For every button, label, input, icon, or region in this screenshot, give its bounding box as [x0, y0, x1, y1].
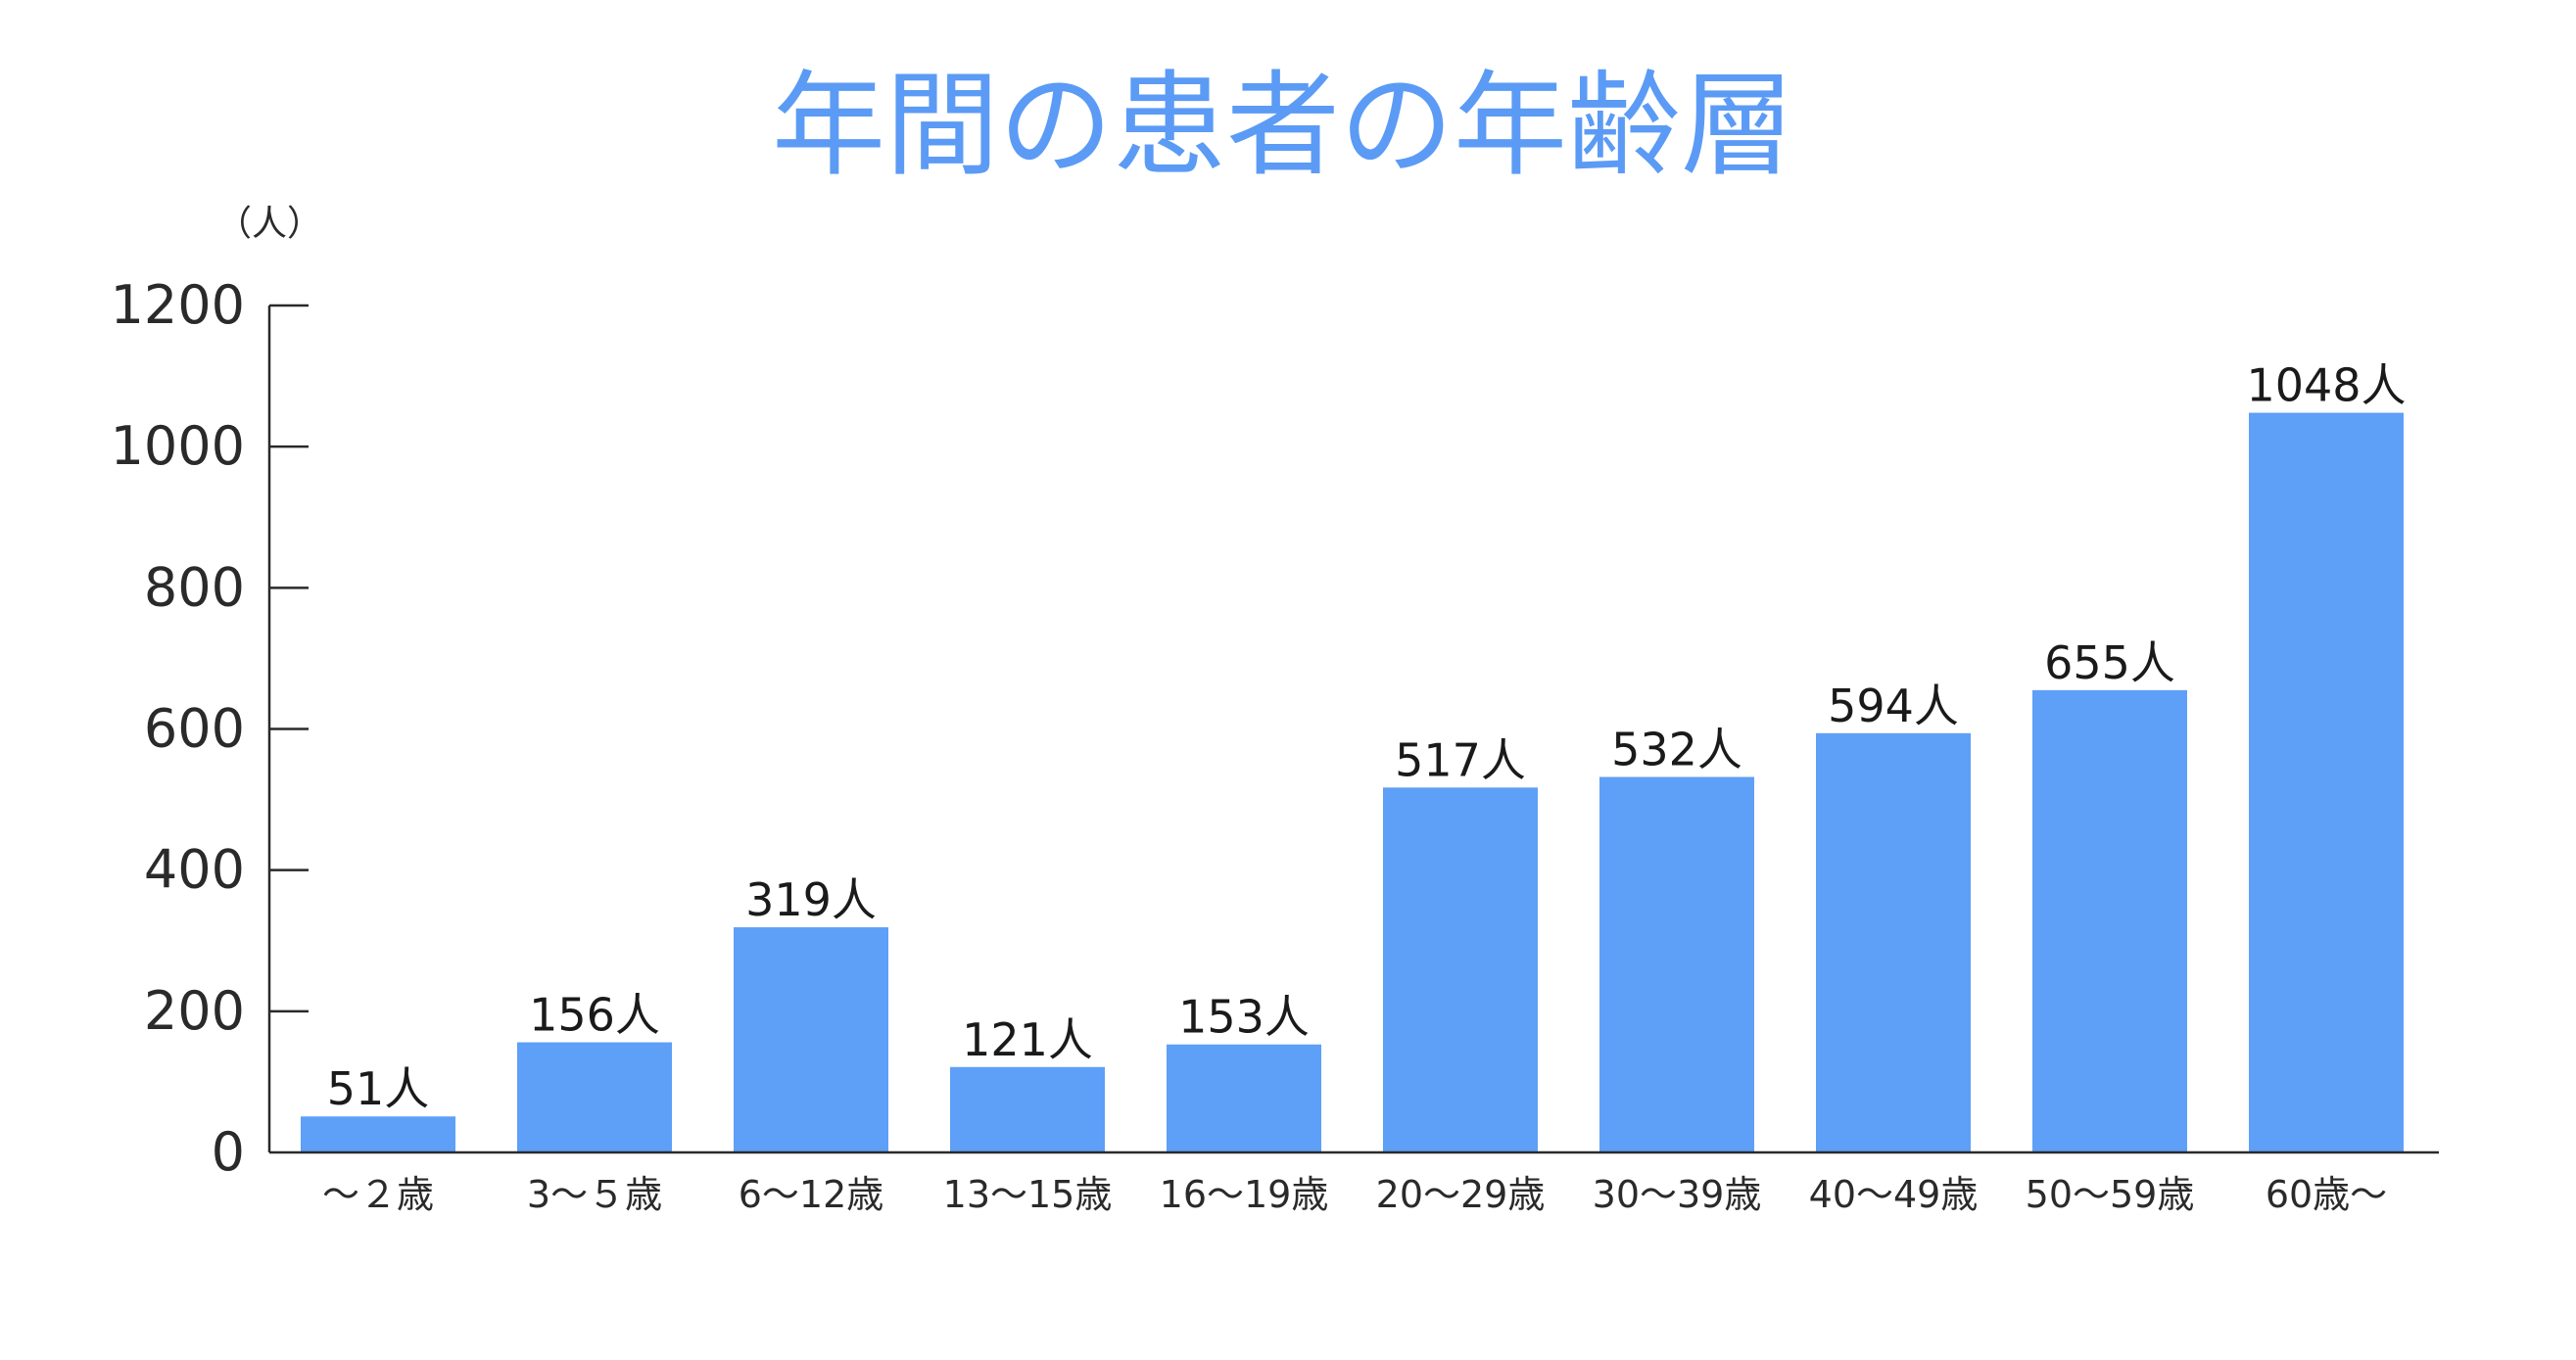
bar-data-label: 655人 [2044, 636, 2175, 689]
bar-data-label: 153人 [1178, 991, 1310, 1044]
bar [1383, 787, 1538, 1152]
y-tick-label: 600 [144, 698, 245, 760]
bar [2249, 412, 2404, 1153]
chart-title: 年間の患者の年齢層 [772, 60, 1794, 192]
x-category-label: 60歳〜 [2266, 1173, 2387, 1216]
bar [1816, 732, 1971, 1152]
y-tick-label: 200 [144, 980, 245, 1042]
x-category-label: 6〜12歳 [739, 1173, 884, 1216]
x-category-label: 3〜５歳 [527, 1173, 662, 1216]
y-tick-label: 800 [144, 556, 245, 618]
bar [301, 1116, 455, 1152]
bar-data-label: 532人 [1611, 724, 1742, 776]
bar-data-label: 319人 [745, 873, 877, 926]
x-axis: 〜２歳 3〜５歳 6〜12歳 13〜15歳 16〜19歳 20〜29歳 30〜39歳 40〜4… [269, 1150, 2439, 1216]
bar-data-label: 51人 [327, 1062, 430, 1115]
y-axis-unit-label: （人） [216, 204, 322, 244]
x-category-label: 16〜19歳 [1160, 1173, 1329, 1216]
bar-data-label: 121人 [962, 1013, 1093, 1066]
y-tick-label: 1200 [111, 274, 245, 336]
x-category-label: 13〜15歳 [943, 1173, 1113, 1216]
bar-data-label: 1048人 [2246, 359, 2406, 412]
x-category-label: 20〜29歳 [1376, 1173, 1546, 1216]
bar-data-label: 156人 [529, 989, 660, 1042]
bar [1167, 1044, 1321, 1152]
y-tick-label: 1000 [111, 415, 245, 477]
bar [734, 927, 888, 1152]
x-category-label: 〜２歳 [322, 1173, 434, 1216]
bar [2032, 689, 2187, 1152]
x-category-label: 30〜39歳 [1593, 1173, 1762, 1216]
bar-data-label: 517人 [1395, 733, 1526, 786]
bars-group: 51人 156人 319人 121人 153人 517人 532人 594人 655人 1048人 [301, 359, 2407, 1153]
y-tick-label: 0 [212, 1121, 245, 1183]
x-category-label: 40〜49歳 [1809, 1173, 1979, 1216]
y-axis: 0 200 400 600 800 1000 1200 [111, 274, 309, 1183]
bar [517, 1042, 672, 1152]
bar [950, 1066, 1105, 1152]
y-tick-label: 400 [144, 839, 245, 901]
x-category-label: 50〜59歳 [2026, 1173, 2195, 1216]
bar [1599, 776, 1754, 1152]
bar-data-label: 594人 [1828, 680, 1959, 732]
